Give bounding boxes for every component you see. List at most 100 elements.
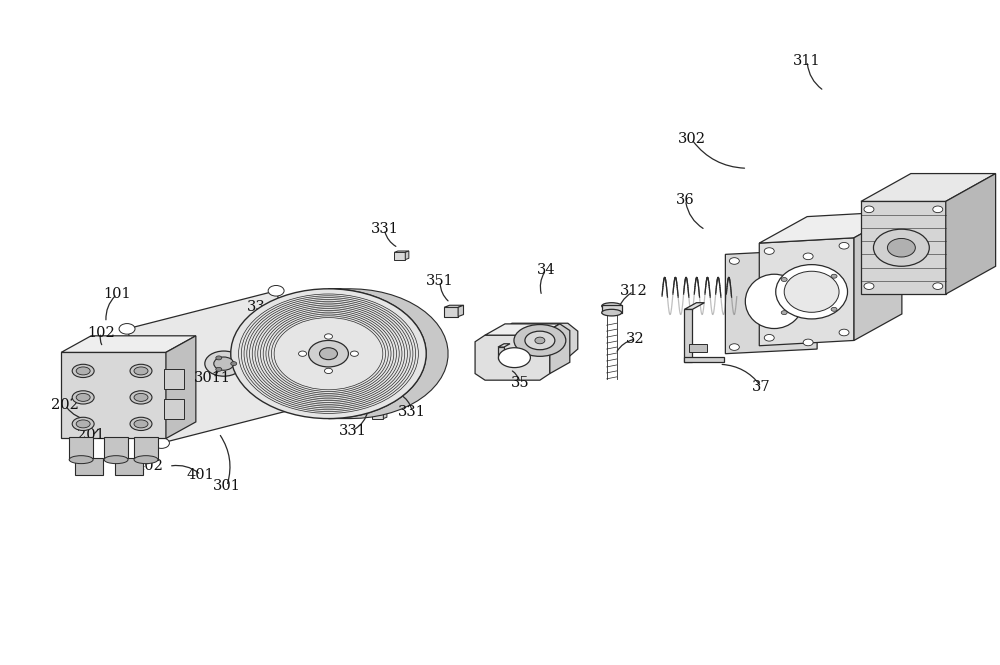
Text: 35: 35: [511, 376, 529, 390]
Ellipse shape: [72, 364, 94, 378]
Circle shape: [764, 248, 774, 254]
Polygon shape: [392, 394, 407, 395]
Circle shape: [781, 277, 787, 281]
Ellipse shape: [130, 391, 152, 404]
Text: 301: 301: [213, 479, 241, 493]
Polygon shape: [444, 305, 464, 307]
Ellipse shape: [104, 456, 128, 464]
Ellipse shape: [134, 456, 158, 464]
Circle shape: [153, 438, 169, 448]
Polygon shape: [127, 291, 311, 443]
Bar: [164, 399, 184, 418]
Circle shape: [350, 351, 358, 356]
Circle shape: [839, 243, 849, 249]
Polygon shape: [61, 336, 196, 352]
Circle shape: [864, 283, 874, 289]
Ellipse shape: [76, 394, 90, 402]
Ellipse shape: [134, 394, 148, 402]
Text: 32: 32: [626, 332, 645, 346]
Text: 31: 31: [930, 281, 948, 295]
Circle shape: [933, 283, 943, 289]
Text: 331: 331: [338, 424, 366, 438]
Polygon shape: [759, 211, 902, 243]
Circle shape: [216, 356, 222, 360]
Ellipse shape: [69, 456, 93, 464]
Polygon shape: [861, 174, 996, 201]
Circle shape: [231, 362, 237, 366]
Ellipse shape: [214, 357, 234, 370]
Ellipse shape: [72, 391, 94, 404]
Ellipse shape: [514, 325, 566, 356]
Text: 351: 351: [426, 274, 454, 288]
Circle shape: [831, 274, 837, 278]
Ellipse shape: [76, 367, 90, 375]
Polygon shape: [444, 307, 458, 317]
Polygon shape: [854, 211, 902, 340]
Ellipse shape: [231, 289, 426, 418]
Ellipse shape: [525, 331, 555, 350]
Circle shape: [803, 339, 813, 346]
Polygon shape: [394, 251, 409, 253]
Polygon shape: [383, 410, 387, 418]
Polygon shape: [394, 253, 405, 259]
Circle shape: [216, 367, 222, 371]
Bar: [684, 309, 692, 362]
Polygon shape: [725, 250, 817, 354]
Ellipse shape: [134, 367, 148, 375]
Polygon shape: [372, 412, 383, 418]
Text: 302: 302: [677, 132, 705, 146]
Text: 331: 331: [370, 222, 398, 236]
Ellipse shape: [134, 420, 148, 428]
Ellipse shape: [499, 348, 530, 368]
Bar: [602, 305, 622, 313]
Circle shape: [299, 351, 307, 356]
Ellipse shape: [205, 351, 243, 376]
Ellipse shape: [76, 420, 90, 428]
Text: 312: 312: [620, 285, 648, 299]
Circle shape: [803, 253, 813, 259]
Bar: [115, 458, 143, 475]
Bar: [684, 357, 724, 362]
Text: 101: 101: [103, 287, 131, 301]
Bar: [134, 437, 158, 460]
Polygon shape: [498, 347, 520, 359]
Polygon shape: [405, 251, 409, 259]
Circle shape: [887, 239, 915, 257]
Circle shape: [873, 229, 929, 266]
Circle shape: [324, 334, 332, 339]
Text: 3011: 3011: [194, 370, 231, 384]
Ellipse shape: [130, 417, 152, 430]
Circle shape: [303, 400, 319, 410]
Polygon shape: [458, 305, 464, 317]
Text: 331: 331: [398, 405, 426, 419]
Polygon shape: [684, 303, 704, 309]
Polygon shape: [861, 201, 946, 294]
Text: 201: 201: [77, 428, 105, 442]
Text: 401: 401: [187, 468, 215, 482]
Polygon shape: [759, 238, 854, 346]
Polygon shape: [328, 289, 448, 418]
Text: 33: 33: [247, 301, 266, 315]
Polygon shape: [61, 352, 166, 438]
Circle shape: [324, 368, 332, 374]
Circle shape: [729, 257, 739, 264]
Polygon shape: [403, 394, 407, 402]
Polygon shape: [502, 323, 578, 358]
Bar: [75, 458, 103, 475]
Bar: [689, 344, 707, 352]
Ellipse shape: [784, 271, 839, 313]
Circle shape: [729, 344, 739, 350]
Text: 311: 311: [793, 54, 821, 68]
Ellipse shape: [776, 265, 848, 319]
Ellipse shape: [130, 364, 152, 378]
Polygon shape: [485, 324, 560, 335]
Ellipse shape: [745, 274, 803, 329]
Circle shape: [781, 311, 787, 315]
Polygon shape: [475, 335, 550, 380]
Bar: [104, 437, 128, 460]
Ellipse shape: [602, 309, 622, 316]
Text: 34: 34: [537, 263, 555, 277]
Text: 36: 36: [676, 193, 695, 207]
Polygon shape: [946, 174, 996, 294]
Circle shape: [933, 206, 943, 213]
